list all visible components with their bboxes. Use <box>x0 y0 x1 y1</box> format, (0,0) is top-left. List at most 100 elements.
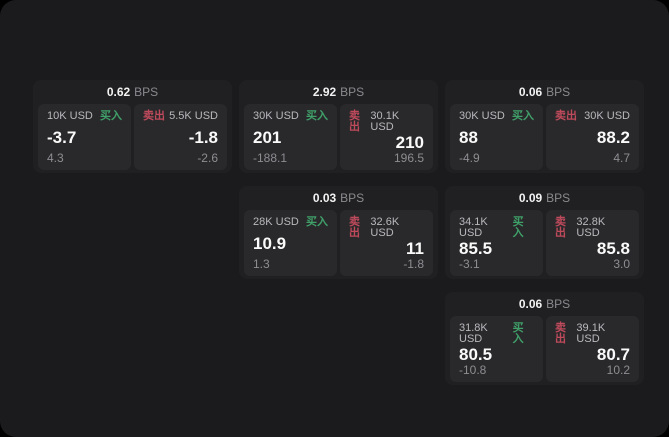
bps-unit-label: BPS <box>546 191 571 205</box>
sell-side-tag: 卖出 <box>349 216 360 239</box>
bps-spread-value: 0.09 <box>518 191 543 205</box>
sell-price-value: 11 <box>406 239 424 258</box>
buy-price-value: 80.5 <box>459 345 493 364</box>
buy-delta-value: -3.1 <box>459 257 480 271</box>
card-body: 31.8K USD 买入 80.5 -10.8 卖出 39.1K USD 80.… <box>445 316 644 385</box>
buy-label-row: 10K USD 买入 <box>47 111 122 122</box>
card-body: 30K USD 买入 201 -188.1 卖出 30.1K USD 210 1… <box>239 104 438 173</box>
sell-size-label: 39.1K USD <box>576 322 606 345</box>
buy-label-row: 30K USD 买入 <box>459 111 534 122</box>
buy-delta-value: 1.3 <box>253 257 270 271</box>
buy-price-value: -3.7 <box>47 127 77 147</box>
sell-label-row: 卖出 30K USD <box>555 111 630 122</box>
sell-delta-value: 4.7 <box>613 151 630 165</box>
sell-delta-value: 196.5 <box>393 151 424 165</box>
card-body: 34.1K USD 买入 85.5 -3.1 卖出 32.8K USD 85.8… <box>445 210 644 279</box>
buy-quote-tile[interactable]: 28K USD 买入 10.9 1.3 <box>244 210 337 276</box>
quote-card: 2.92 BPS 30K USD 买入 201 -188.1 卖出 30.1K … <box>239 80 438 173</box>
card-header: 0.03 BPS <box>239 186 438 210</box>
sell-side-tag: 卖出 <box>143 110 165 122</box>
quote-card: 0.62 BPS 10K USD 买入 -3.7 4.3 卖出 5.5K USD… <box>33 80 232 173</box>
sell-label-row: 卖出 30.1K USD <box>349 111 424 133</box>
bps-unit-label: BPS <box>546 85 571 99</box>
buy-side-tag: 买入 <box>512 216 524 239</box>
sell-side-tag: 卖出 <box>349 110 360 133</box>
bps-spread-value: 0.06 <box>518 85 543 99</box>
buy-size-label: 34.1K USD <box>459 216 488 239</box>
bps-unit-label: BPS <box>340 191 365 205</box>
sell-size-label: 5.5K USD <box>169 110 218 122</box>
card-header: 0.06 BPS <box>445 80 644 104</box>
sell-side-tag: 卖出 <box>555 322 566 345</box>
sell-label-row: 卖出 32.6K USD <box>349 217 424 239</box>
buy-price-value: 201 <box>253 127 282 147</box>
card-header: 0.06 BPS <box>445 292 644 316</box>
sell-side-tag: 卖出 <box>555 110 577 122</box>
card-body: 30K USD 买入 88 -4.9 卖出 30K USD 88.2 4.7 <box>445 104 644 173</box>
buy-delta-value: 4.3 <box>47 151 64 165</box>
bps-spread-value: 2.92 <box>312 85 337 99</box>
buy-quote-tile[interactable]: 10K USD 买入 -3.7 4.3 <box>38 104 131 170</box>
buy-quote-tile[interactable]: 31.8K USD 买入 80.5 -10.8 <box>450 316 543 382</box>
sell-price-value: 80.7 <box>596 345 630 364</box>
sell-quote-tile[interactable]: 卖出 30K USD 88.2 4.7 <box>546 104 639 170</box>
bps-unit-label: BPS <box>340 85 365 99</box>
buy-quote-tile[interactable]: 30K USD 买入 201 -188.1 <box>244 104 337 170</box>
quotes-grid: 0.62 BPS 10K USD 买入 -3.7 4.3 卖出 5.5K USD… <box>33 80 644 385</box>
sell-size-label: 30K USD <box>584 110 630 122</box>
sell-size-label: 32.8K USD <box>576 216 606 239</box>
buy-size-label: 30K USD <box>253 110 299 122</box>
sell-quote-tile[interactable]: 卖出 30.1K USD 210 196.5 <box>340 104 433 170</box>
buy-size-label: 10K USD <box>47 110 93 122</box>
buy-quote-tile[interactable]: 34.1K USD 买入 85.5 -3.1 <box>450 210 543 276</box>
quote-card: 0.06 BPS 31.8K USD 买入 80.5 -10.8 卖出 39.1… <box>445 292 644 385</box>
buy-label-row: 31.8K USD 买入 <box>459 323 534 345</box>
buy-quote-tile[interactable]: 30K USD 买入 88 -4.9 <box>450 104 543 170</box>
sell-price-value: 88.2 <box>596 127 630 147</box>
buy-delta-value: -188.1 <box>253 151 288 165</box>
quote-card: 0.09 BPS 34.1K USD 买入 85.5 -3.1 卖出 32.8K… <box>445 186 644 279</box>
sell-delta-value: 10.2 <box>606 363 630 377</box>
sell-quote-tile[interactable]: 卖出 39.1K USD 80.7 10.2 <box>546 316 639 382</box>
buy-size-label: 30K USD <box>459 110 505 122</box>
buy-side-tag: 买入 <box>306 216 328 228</box>
buy-size-label: 31.8K USD <box>459 322 488 345</box>
sell-quote-tile[interactable]: 卖出 5.5K USD -1.8 -2.6 <box>134 104 227 170</box>
bps-unit-label: BPS <box>134 85 159 99</box>
buy-side-tag: 买入 <box>100 110 122 122</box>
sell-size-label: 32.6K USD <box>370 216 400 239</box>
card-header: 0.09 BPS <box>445 186 644 210</box>
buy-side-tag: 买入 <box>512 110 534 122</box>
sell-label-row: 卖出 39.1K USD <box>555 323 630 345</box>
bps-spread-value: 0.03 <box>312 191 337 205</box>
sell-delta-value: -1.8 <box>403 257 424 271</box>
buy-delta-value: -4.9 <box>459 151 480 165</box>
buy-delta-value: -10.8 <box>459 363 487 377</box>
bps-unit-label: BPS <box>546 297 571 311</box>
buy-price-value: 10.9 <box>253 233 287 253</box>
quote-card: 0.06 BPS 30K USD 买入 88 -4.9 卖出 30K USD 8… <box>445 80 644 173</box>
buy-side-tag: 买入 <box>306 110 328 122</box>
buy-price-value: 88 <box>459 127 478 147</box>
sell-quote-tile[interactable]: 卖出 32.6K USD 11 -1.8 <box>340 210 433 276</box>
buy-side-tag: 买入 <box>512 322 524 345</box>
card-header: 0.62 BPS <box>33 80 232 104</box>
sell-label-row: 卖出 5.5K USD <box>143 111 218 122</box>
buy-price-value: 85.5 <box>459 239 493 258</box>
sell-price-value: 210 <box>395 133 424 152</box>
sell-delta-value: -2.6 <box>197 151 218 165</box>
sell-price-value: -1.8 <box>188 127 218 147</box>
buy-label-row: 28K USD 买入 <box>253 217 328 228</box>
sell-size-label: 30.1K USD <box>370 110 400 133</box>
sell-side-tag: 卖出 <box>555 216 566 239</box>
bps-spread-value: 0.06 <box>518 297 543 311</box>
card-body: 10K USD 买入 -3.7 4.3 卖出 5.5K USD -1.8 -2.… <box>33 104 232 173</box>
quote-card: 0.03 BPS 28K USD 买入 10.9 1.3 卖出 32.6K US… <box>239 186 438 279</box>
bps-spread-value: 0.62 <box>106 85 131 99</box>
sell-delta-value: 3.0 <box>613 257 630 271</box>
buy-label-row: 30K USD 买入 <box>253 111 328 122</box>
sell-quote-tile[interactable]: 卖出 32.8K USD 85.8 3.0 <box>546 210 639 276</box>
sell-price-value: 85.8 <box>596 239 630 258</box>
